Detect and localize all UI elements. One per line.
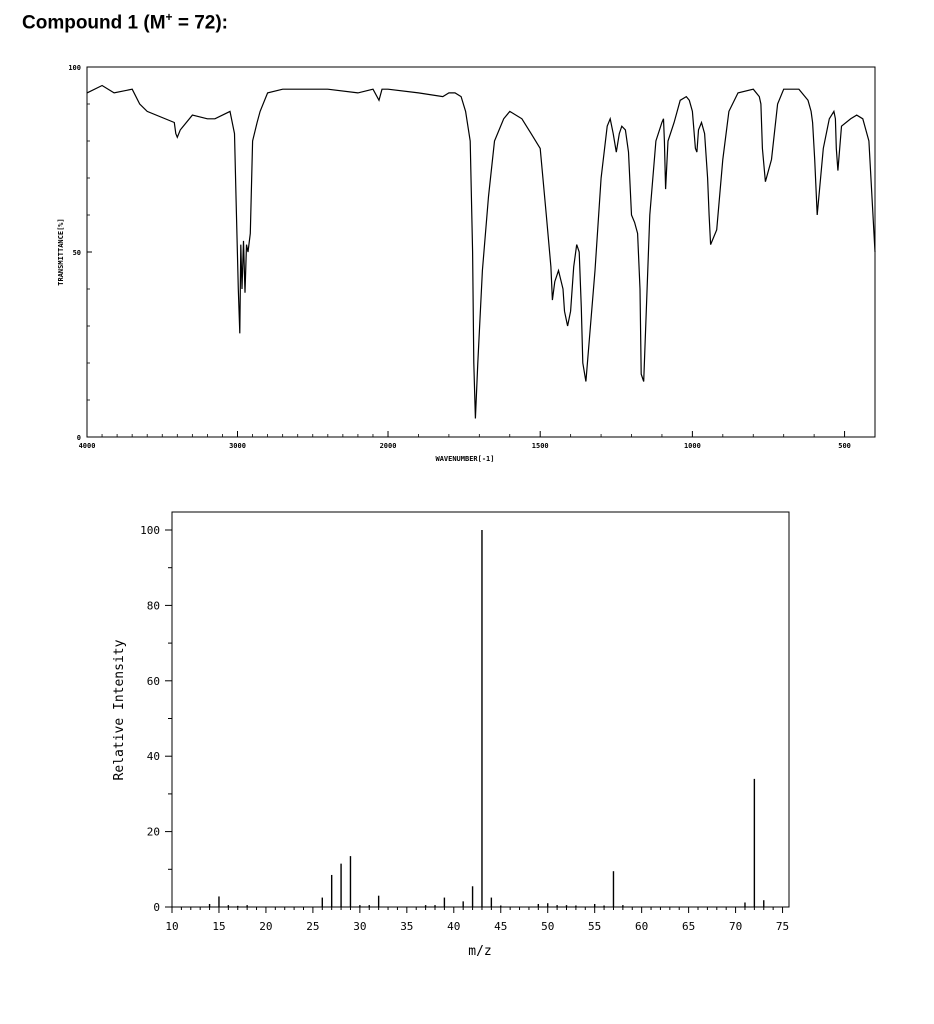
ms-x-tick-label: 55	[588, 920, 601, 933]
ms-y-tick-label: 40	[147, 750, 160, 763]
ms-x-tick-label: 40	[447, 920, 460, 933]
ir-series-line	[86, 84, 876, 419]
ms-bars	[208, 530, 765, 907]
ir-x-tick-label: 3000	[229, 442, 246, 450]
ms-y-tick-label: 60	[147, 675, 160, 688]
ir-y-tick-label: 50	[73, 249, 81, 257]
ir-y-tick-label: 100	[68, 64, 81, 72]
ms-y-tick-label: 20	[147, 826, 160, 839]
ir-y-tick-label: 0	[77, 434, 81, 442]
ms-x-tick-label: 70	[729, 920, 742, 933]
ms-x-tick-label: 20	[259, 920, 272, 933]
ir-x-tick-label: 500	[838, 442, 851, 450]
ms-x-tick-label: 45	[494, 920, 507, 933]
ms-x-tick-label: 65	[682, 920, 695, 933]
ir-x-tick-label: 1500	[532, 442, 549, 450]
ms-y-tick-label: 0	[153, 901, 160, 914]
ir-x-tick-label: 1000	[684, 442, 701, 450]
ir-x-axis-label: WAVENUMBER[-1]	[435, 455, 494, 463]
ir-x-tick-label: 2000	[380, 442, 397, 450]
ms-x-tick-label: 30	[353, 920, 366, 933]
ms-x-axis-label: m/z	[468, 944, 491, 959]
ms-x-tick-label: 75	[776, 920, 789, 933]
ms-x-tick-label: 50	[541, 920, 554, 933]
ms-x-tick-label: 25	[306, 920, 319, 933]
ms-axes: 10 15 20 25 30 35 40 45 50 55 60 65 70 75 0 20 40 60 80 100	[140, 524, 789, 933]
ms-x-tick-label: 15	[212, 920, 225, 933]
ms-y-tick-label: 80	[147, 599, 160, 612]
ms-plot-frame	[171, 511, 790, 908]
figure-title: Compound 1 (M+ = 72):	[22, 10, 228, 34]
ir-spectrum-chart: 4000 3000 2000 1500 1000 500 0 50 100 WAVENUMBER…	[57, 64, 876, 463]
ms-y-tick-label: 100	[140, 524, 160, 537]
ir-y-axis-label: TRANSMITTANCE[%]	[57, 218, 65, 285]
ir-x-tick-label: 4000	[79, 442, 96, 450]
ms-x-tick-label: 60	[635, 920, 648, 933]
ms-x-tick-label: 35	[400, 920, 413, 933]
ms-x-tick-label: 10	[165, 920, 178, 933]
ms-y-axis-label: Relative Intensity	[112, 639, 127, 780]
ir-axes: 4000 3000 2000 1500 1000 500 0 50 100	[68, 64, 851, 450]
